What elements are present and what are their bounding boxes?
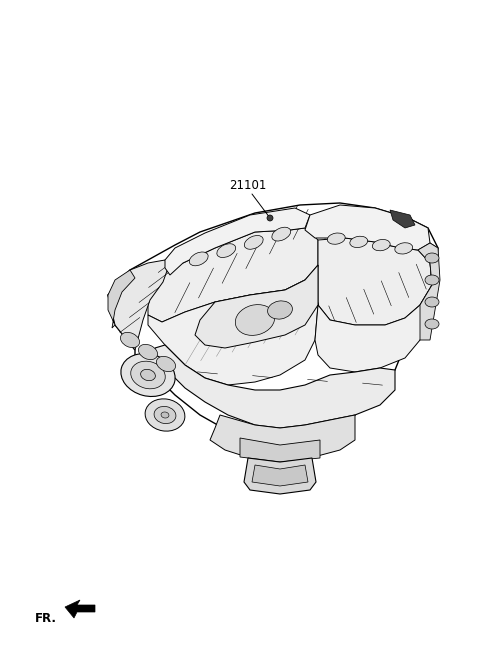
Ellipse shape	[138, 345, 157, 360]
Ellipse shape	[267, 215, 273, 221]
Ellipse shape	[189, 252, 208, 266]
Ellipse shape	[425, 253, 439, 263]
Text: FR.: FR.	[35, 612, 57, 624]
Ellipse shape	[425, 319, 439, 329]
Ellipse shape	[131, 361, 165, 389]
Polygon shape	[65, 600, 95, 618]
Polygon shape	[390, 210, 415, 228]
Ellipse shape	[327, 233, 345, 244]
Ellipse shape	[217, 244, 236, 257]
Ellipse shape	[141, 369, 156, 381]
Polygon shape	[244, 458, 316, 494]
Ellipse shape	[120, 332, 140, 348]
Polygon shape	[240, 438, 320, 462]
Polygon shape	[148, 228, 318, 322]
Ellipse shape	[425, 297, 439, 307]
Polygon shape	[210, 415, 355, 460]
Polygon shape	[315, 265, 432, 372]
Polygon shape	[430, 243, 438, 315]
Ellipse shape	[145, 399, 185, 431]
Ellipse shape	[154, 406, 176, 424]
Ellipse shape	[121, 354, 175, 396]
Polygon shape	[155, 345, 395, 428]
Polygon shape	[195, 265, 318, 348]
Ellipse shape	[272, 227, 291, 241]
Polygon shape	[165, 208, 310, 275]
Ellipse shape	[395, 243, 413, 254]
Text: 21101: 21101	[229, 179, 267, 192]
Polygon shape	[252, 465, 308, 486]
Polygon shape	[108, 260, 168, 350]
Polygon shape	[315, 238, 432, 325]
Ellipse shape	[267, 301, 292, 319]
Polygon shape	[108, 203, 438, 445]
Ellipse shape	[372, 240, 390, 251]
Polygon shape	[418, 243, 440, 340]
Ellipse shape	[350, 236, 368, 248]
Ellipse shape	[235, 305, 275, 335]
Polygon shape	[305, 205, 430, 250]
Ellipse shape	[244, 236, 263, 250]
Ellipse shape	[425, 275, 439, 285]
Ellipse shape	[161, 412, 169, 418]
Ellipse shape	[156, 356, 176, 371]
Polygon shape	[108, 270, 135, 328]
Polygon shape	[148, 280, 318, 385]
